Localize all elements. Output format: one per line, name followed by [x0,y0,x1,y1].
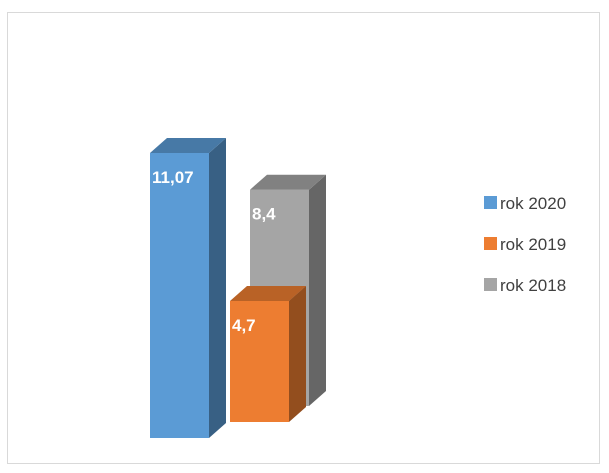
legend-swatch [484,196,497,209]
legend: rok 2020 rok 2019 rok 2018 [484,194,566,295]
bar-front-face [230,300,289,422]
legend-item-rok-2020: rok 2020 [484,194,566,213]
legend-label: rok 2019 [500,235,566,254]
bar-top-face [150,137,226,153]
legend-swatch [484,237,497,250]
bar-rok-2019: 4,7 [230,285,306,422]
bar-front-face [150,152,209,438]
bar-side-face [209,137,226,438]
bar-top-face [230,285,306,301]
bar-side-face [289,285,306,422]
bar-rok-2020: 11,07 [150,137,226,438]
data-label: 8,4 [252,205,276,224]
bar-top-face [250,174,326,190]
legend-label: rok 2018 [500,276,566,295]
legend-item-rok-2018: rok 2018 [484,276,566,295]
data-label: 4,7 [232,316,256,335]
legend-label: rok 2020 [500,194,566,213]
bar-side-face [309,174,326,406]
data-label: 11,07 [152,168,194,187]
legend-swatch [484,278,497,291]
bars-layer: 8,4 4,7 11,07 [150,137,326,438]
legend-item-rok-2019: rok 2019 [484,235,566,254]
